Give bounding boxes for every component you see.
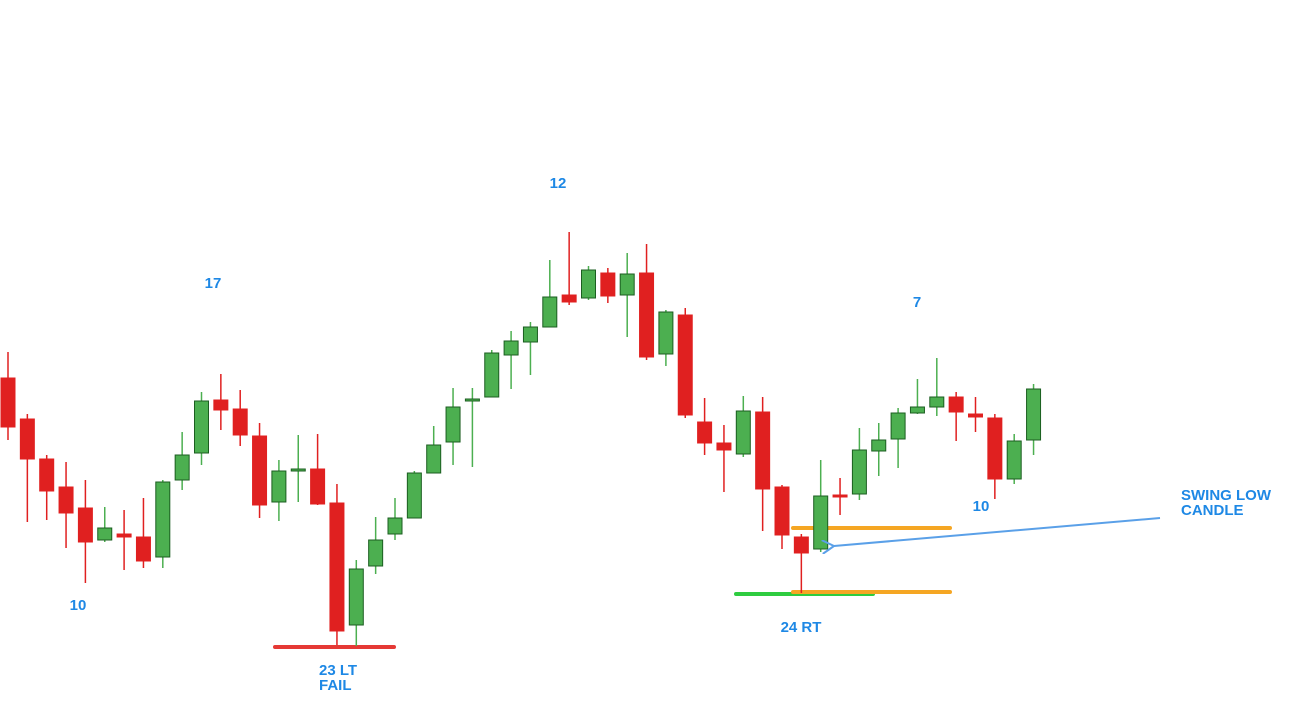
- annotation-line: 24 RT: [781, 619, 822, 636]
- candle-body: [135, 536, 151, 562]
- candle-body: [813, 495, 829, 550]
- annotation-line: SWING LOW: [1181, 487, 1272, 504]
- candle-body: [987, 417, 1003, 480]
- candle-body: [387, 517, 403, 535]
- annotation-line: 23 LT: [319, 662, 357, 679]
- annotation-line: 12: [550, 175, 567, 192]
- annotation: 23 LT FAIL: [319, 662, 357, 694]
- candle-body: [445, 406, 461, 443]
- candle-body: [174, 454, 190, 481]
- candle-body: [929, 396, 945, 408]
- candle-body: [310, 468, 326, 505]
- candle-body: [871, 439, 887, 452]
- candle-body: [58, 486, 74, 514]
- candle-body: [97, 527, 113, 541]
- candle-body: [600, 272, 616, 297]
- candle-body: [464, 398, 480, 402]
- annotation: 10: [973, 498, 990, 515]
- candle-body: [213, 399, 229, 411]
- annotation: 7: [913, 294, 921, 311]
- candle-body: [755, 411, 771, 490]
- candle-body: [735, 410, 751, 455]
- arrow: [834, 517, 1161, 546]
- candle-body: [581, 269, 596, 299]
- annotation: 12: [550, 175, 567, 192]
- candle-body: [832, 494, 848, 498]
- candle-body: [484, 352, 500, 398]
- candle-body: [252, 435, 268, 506]
- annotation-line: 10: [70, 597, 87, 614]
- candle-body: [290, 468, 306, 472]
- candle-body: [774, 486, 790, 536]
- candle-body: [0, 377, 16, 428]
- candle-body: [909, 406, 925, 414]
- candle-body: [348, 568, 364, 626]
- annotation: SWING LOW CANDLE: [1181, 487, 1272, 519]
- candle-body: [561, 294, 577, 303]
- candle-body: [426, 444, 442, 474]
- candle-body: [194, 400, 209, 454]
- candle-body: [232, 408, 248, 436]
- candle-body: [77, 507, 93, 543]
- annotation-line: 17: [205, 275, 222, 292]
- candle-body: [948, 396, 964, 413]
- candle-body: [793, 536, 809, 554]
- candle-body: [1026, 388, 1042, 441]
- candle-body: [851, 449, 867, 495]
- candle-body: [19, 418, 35, 460]
- annotation-line: CANDLE: [1181, 502, 1244, 519]
- annotation: 10: [70, 597, 87, 614]
- candle-body: [271, 470, 287, 503]
- candle-body: [368, 539, 384, 567]
- candle-body: [716, 442, 732, 451]
- candle-body: [39, 458, 55, 492]
- annotation: 24 RT: [781, 619, 822, 636]
- candle-body: [1006, 440, 1022, 480]
- candle-body: [619, 273, 635, 296]
- candle-body: [155, 481, 171, 558]
- candle-body: [406, 472, 422, 519]
- candle-body: [522, 326, 538, 343]
- annotation-line: FAIL: [319, 677, 352, 694]
- candle-body: [329, 502, 345, 632]
- annotation-line: 7: [913, 294, 921, 311]
- candle-body: [697, 421, 713, 444]
- candle-body: [542, 296, 558, 328]
- candle-body: [658, 311, 674, 355]
- candle-body: [639, 272, 655, 358]
- candle-body: [116, 533, 132, 538]
- annotation-line: 10: [973, 498, 990, 515]
- annotation: 17: [205, 275, 222, 292]
- candle-body: [677, 314, 693, 416]
- candle-body: [968, 413, 983, 418]
- candle-body: [890, 412, 906, 440]
- candle-body: [503, 340, 519, 356]
